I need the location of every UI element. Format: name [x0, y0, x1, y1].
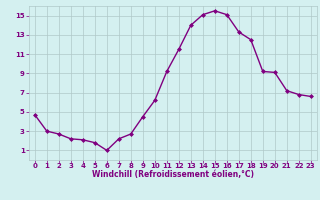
X-axis label: Windchill (Refroidissement éolien,°C): Windchill (Refroidissement éolien,°C) [92, 170, 254, 179]
